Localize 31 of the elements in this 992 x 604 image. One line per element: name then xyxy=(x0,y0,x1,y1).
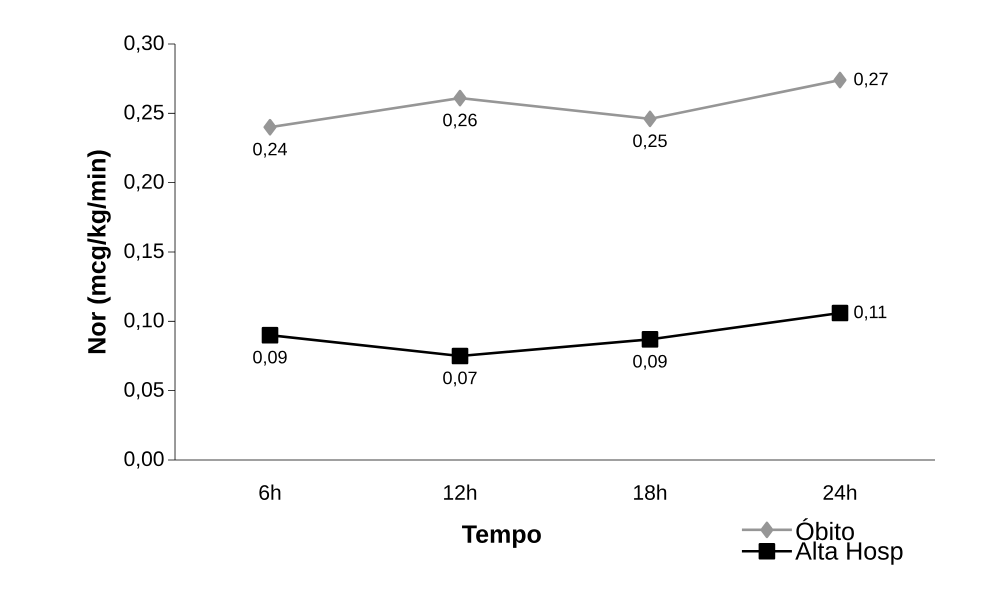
data-label: 0,09 xyxy=(633,354,667,370)
point xyxy=(452,348,468,364)
y-tick-label: 0,15 xyxy=(124,243,164,261)
legend-label: Alta Hosp xyxy=(795,541,903,565)
y-tick-label: 0,25 xyxy=(124,104,164,122)
y-tick-label: 0,05 xyxy=(124,382,164,400)
data-label: 0,24 xyxy=(253,142,287,158)
data-label: 0,27 xyxy=(854,72,888,88)
y-tick-label: 0,10 xyxy=(124,312,164,330)
y-axis-title: Nor (mcg/kg/min) xyxy=(87,150,111,354)
y-tick-label: 0,00 xyxy=(124,451,164,469)
x-tick-label: 24h xyxy=(824,484,856,500)
data-label: 0,07 xyxy=(443,372,477,386)
y-tick-label: 0,20 xyxy=(124,174,164,192)
x-axis-title: Tempo xyxy=(462,526,541,548)
data-label: 0,25 xyxy=(633,134,667,150)
point xyxy=(833,72,847,88)
data-label: 0,26 xyxy=(443,114,477,128)
data-label: 0,09 xyxy=(253,350,287,366)
point xyxy=(263,118,277,136)
point xyxy=(642,331,658,348)
data-label: 0,11 xyxy=(854,306,886,320)
point xyxy=(832,304,848,322)
point xyxy=(643,110,657,128)
y-tick-label: 0,30 xyxy=(124,35,164,53)
point xyxy=(453,90,467,106)
x-tick-label: 18h xyxy=(634,484,666,500)
x-tick-label: 12h xyxy=(444,484,476,500)
x-tick-label: 6h xyxy=(259,484,280,500)
legend-label: Óbito xyxy=(796,518,854,540)
point xyxy=(262,326,278,344)
